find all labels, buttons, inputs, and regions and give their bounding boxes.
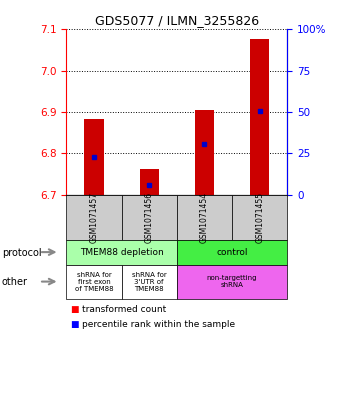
Text: protocol: protocol — [2, 248, 41, 257]
Text: shRNA for
first exon
of TMEM88: shRNA for first exon of TMEM88 — [74, 272, 113, 292]
Text: shRNA for
3'UTR of
TMEM88: shRNA for 3'UTR of TMEM88 — [132, 272, 167, 292]
Text: GSM1071455: GSM1071455 — [255, 191, 264, 243]
Bar — [84, 119, 104, 195]
Text: non-targetting
shRNA: non-targetting shRNA — [207, 275, 257, 288]
Bar — [139, 169, 159, 195]
Text: GSM1071454: GSM1071454 — [200, 191, 209, 243]
Text: percentile rank within the sample: percentile rank within the sample — [82, 320, 235, 329]
Text: ■: ■ — [70, 305, 78, 314]
Text: other: other — [2, 277, 28, 287]
Bar — [250, 39, 269, 195]
Title: GDS5077 / ILMN_3255826: GDS5077 / ILMN_3255826 — [95, 14, 259, 27]
Text: transformed count: transformed count — [82, 305, 166, 314]
Bar — [195, 110, 214, 195]
Text: GSM1071457: GSM1071457 — [89, 191, 98, 243]
Text: GSM1071456: GSM1071456 — [145, 191, 154, 243]
Text: control: control — [216, 248, 248, 257]
Text: TMEM88 depletion: TMEM88 depletion — [80, 248, 164, 257]
Text: ■: ■ — [70, 320, 78, 329]
